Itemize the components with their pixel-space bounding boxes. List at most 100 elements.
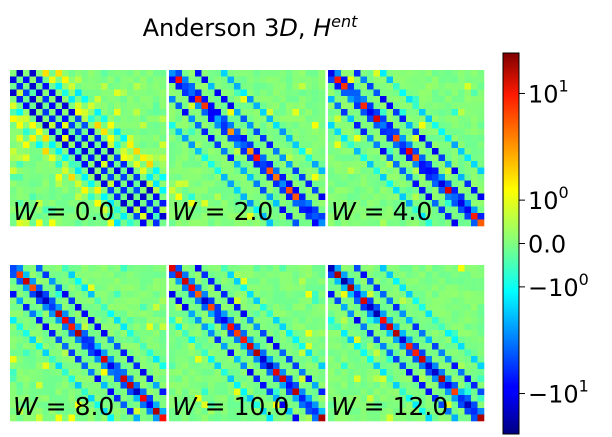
heatmap-cell <box>312 148 319 155</box>
heatmap-cell <box>347 278 355 285</box>
heatmap-cell <box>253 193 261 201</box>
heatmap-cell <box>341 382 348 389</box>
heatmap-cell <box>347 193 355 201</box>
heatmap-cell <box>42 122 50 129</box>
heatmap-cell <box>341 83 348 90</box>
heatmap-cell <box>292 135 300 142</box>
heatmap-cell <box>10 174 17 181</box>
heatmap-cell <box>458 219 465 227</box>
heatmap-cell <box>341 323 348 331</box>
heatmap-cell <box>68 187 76 194</box>
heatmap-cell <box>438 128 446 136</box>
heatmap-cell <box>201 128 209 136</box>
heatmap-cell <box>286 154 293 162</box>
heatmap-cell <box>253 284 261 292</box>
heatmap-cell <box>201 213 209 220</box>
heatmap-cell <box>201 174 209 181</box>
heatmap-cell <box>234 219 241 227</box>
heatmap-panel-2: W = 4.0 <box>328 70 485 227</box>
heatmap-cell <box>253 161 261 168</box>
heatmap-cell <box>341 102 348 110</box>
heatmap-cell <box>114 213 121 220</box>
heatmap-cell <box>305 174 313 181</box>
heatmap-cell <box>286 369 293 376</box>
heatmap-cell <box>412 297 420 305</box>
heatmap-cell <box>247 388 254 396</box>
heatmap-cell <box>334 336 342 344</box>
heatmap-cell <box>341 343 348 350</box>
heatmap-cell <box>114 76 121 84</box>
heatmap-cell <box>94 206 102 214</box>
heatmap-cell <box>88 336 95 344</box>
heatmap-cell <box>386 148 394 155</box>
heatmap-cell <box>101 89 108 97</box>
heatmap-cell <box>341 330 348 337</box>
heatmap-cell <box>214 388 222 396</box>
heatmap-cell <box>260 83 267 90</box>
heatmap-cell <box>55 401 63 409</box>
heatmap-cell <box>445 362 452 370</box>
heatmap-cell <box>458 408 465 415</box>
heatmap-cell <box>393 161 400 168</box>
heatmap-cell <box>214 304 222 311</box>
heatmap-cell <box>227 206 235 214</box>
heatmap-cell <box>68 297 76 305</box>
heatmap-cell <box>253 395 261 402</box>
heatmap-cell <box>107 291 115 298</box>
heatmap-cell <box>140 369 147 376</box>
heatmap-cell <box>101 128 108 136</box>
heatmap-cell <box>68 414 76 422</box>
heatmap-cell <box>367 310 374 318</box>
heatmap-cell <box>182 213 189 220</box>
heatmap-cell <box>360 304 368 311</box>
heatmap-cell <box>386 310 394 318</box>
heatmap-cell <box>367 395 374 402</box>
heatmap-cell <box>292 109 300 116</box>
heatmap-cell <box>29 336 37 344</box>
heatmap-cell <box>240 323 248 331</box>
heatmap-cell <box>214 343 222 350</box>
heatmap-cell <box>419 193 426 201</box>
heatmap-cell <box>292 362 300 370</box>
heatmap-cell <box>240 265 248 272</box>
heatmap-cell <box>260 336 267 344</box>
heatmap-cell <box>188 141 196 149</box>
heatmap-cell <box>94 395 102 402</box>
heatmap-cell <box>438 343 446 350</box>
heatmap-cell <box>312 330 319 337</box>
heatmap-cell <box>159 284 167 292</box>
heatmap-cell <box>182 278 189 285</box>
heatmap-cell <box>169 174 176 181</box>
heatmap-cell <box>133 362 141 370</box>
heatmap-cell <box>347 343 355 350</box>
heatmap-cell <box>195 115 202 123</box>
heatmap-cell <box>464 388 472 396</box>
heatmap-cell <box>127 200 134 207</box>
heatmap-cell <box>182 187 189 194</box>
heatmap-cell <box>127 271 134 279</box>
heatmap-cell <box>360 219 368 227</box>
heatmap-cell <box>16 349 24 357</box>
heatmap-cell <box>101 323 108 331</box>
heatmap-cell <box>94 265 102 272</box>
heatmap-cell <box>386 213 394 220</box>
heatmap-cell <box>94 141 102 149</box>
heatmap-cell <box>438 70 446 77</box>
heatmap-cell <box>29 70 37 77</box>
heatmap-cell <box>214 135 222 142</box>
heatmap-cell <box>425 96 433 103</box>
heatmap-cell <box>175 375 183 383</box>
heatmap-cell <box>81 401 89 409</box>
heatmap-cell <box>140 102 147 110</box>
heatmap-cell <box>253 336 261 344</box>
heatmap-cell <box>253 76 261 84</box>
heatmap-cell <box>127 369 134 376</box>
heatmap-cell <box>386 167 394 175</box>
heatmap-cell <box>221 76 228 84</box>
heatmap-cell <box>234 375 241 383</box>
heatmap-cell <box>292 382 300 389</box>
heatmap-cell <box>94 96 102 103</box>
heatmap-cell <box>253 167 261 175</box>
heatmap-cell <box>94 128 102 136</box>
heatmap-cell <box>458 83 465 90</box>
